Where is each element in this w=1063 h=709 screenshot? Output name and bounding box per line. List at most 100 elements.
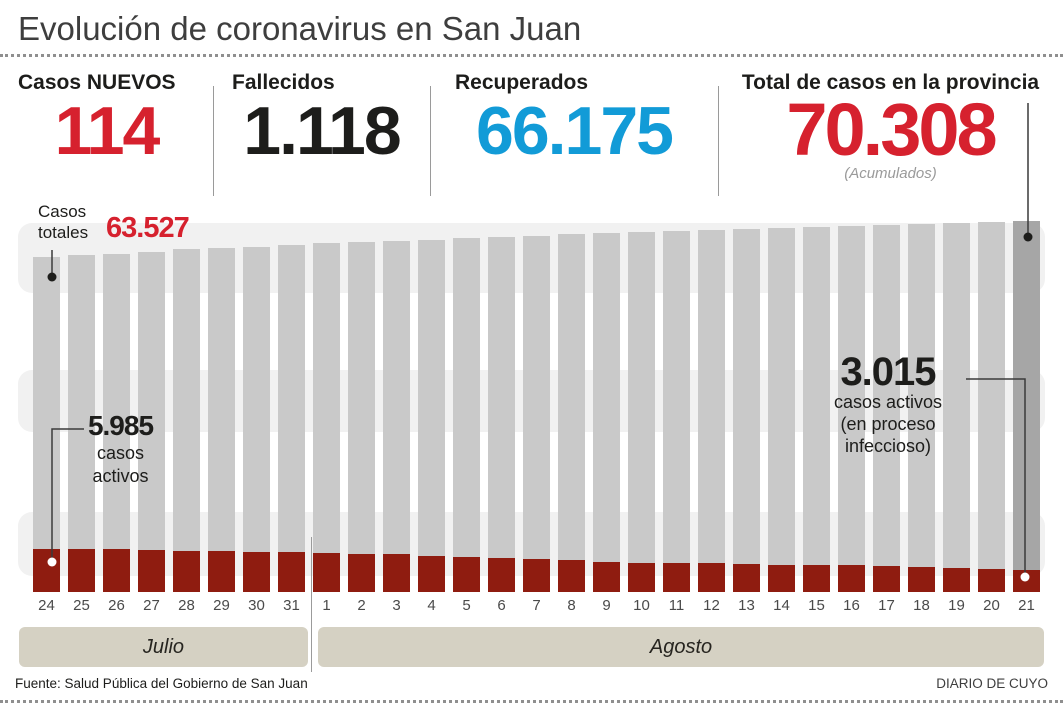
axis-tick: 20 bbox=[983, 597, 1000, 614]
source-credit: Fuente: Salud Pública del Gobierno de Sa… bbox=[15, 676, 308, 691]
axis-tick: 9 bbox=[602, 597, 611, 614]
annotation-last-active-line2: (en proceso bbox=[840, 413, 936, 434]
chart-bar-active bbox=[68, 549, 95, 592]
chart-bar bbox=[453, 238, 480, 592]
stats-divider bbox=[213, 86, 214, 196]
stat-label: Casos NUEVOS bbox=[18, 71, 176, 94]
chart-bar bbox=[278, 245, 305, 592]
chart-bar-active bbox=[523, 559, 550, 592]
annotation-last-active-line1: casos activos bbox=[833, 392, 943, 412]
chart-bar bbox=[488, 237, 515, 592]
chart-bar-active bbox=[313, 553, 340, 592]
chart-bar-active bbox=[278, 552, 305, 592]
month-band-agosto: Agosto bbox=[318, 627, 1044, 667]
chart-bar bbox=[768, 228, 795, 592]
axis-tick: 18 bbox=[913, 597, 930, 614]
axis-tick: 29 bbox=[213, 597, 230, 614]
chart-bar-active bbox=[383, 554, 410, 592]
axis-tick: 16 bbox=[843, 597, 860, 614]
axis-tick: 10 bbox=[633, 597, 650, 614]
dotted-divider-bottom bbox=[0, 700, 1063, 703]
axis-tick: 6 bbox=[497, 597, 506, 614]
annotation-last-active: 3.015 casos activos (en proceso infeccio… bbox=[798, 352, 978, 458]
stat-value: 1.118 bbox=[243, 93, 401, 169]
chart-bar-active bbox=[103, 549, 130, 592]
stat-value: 70.308 bbox=[786, 88, 997, 171]
stat-value: 114 bbox=[54, 93, 161, 169]
chart-bar bbox=[103, 254, 130, 592]
chart-bar bbox=[593, 233, 620, 592]
axis-tick: 15 bbox=[808, 597, 825, 614]
annotation-last-active-line3: infeccioso) bbox=[844, 435, 932, 456]
axis-tick: 25 bbox=[73, 597, 90, 614]
dotted-divider-top bbox=[0, 54, 1063, 57]
chart-bar bbox=[803, 227, 830, 592]
chart-bar bbox=[33, 256, 60, 592]
chart-bar bbox=[348, 242, 375, 592]
axis-tick: 30 bbox=[248, 597, 265, 614]
stat-label: Total de casos en la provincia bbox=[741, 71, 1040, 94]
axis-tick: 31 bbox=[283, 597, 300, 614]
month-band-julio: Julio bbox=[19, 627, 308, 667]
chart-bar-active bbox=[1013, 570, 1040, 592]
stats-row: Casos NUEVOS 114 Fallecidos 1.118 Recupe… bbox=[0, 60, 1063, 196]
chart-bar bbox=[208, 248, 235, 592]
chart-bar-active bbox=[768, 565, 795, 592]
chart-bar bbox=[943, 223, 970, 592]
axis-tick: 11 bbox=[668, 597, 685, 614]
annotation-first-active: 5.985 casos activos bbox=[58, 410, 183, 487]
chart-bar bbox=[523, 236, 550, 592]
chart-bar bbox=[138, 252, 165, 592]
annotation-first-active-value: 5.985 bbox=[87, 410, 154, 441]
chart-bar-active bbox=[733, 564, 760, 592]
axis-tick: 17 bbox=[878, 597, 895, 614]
axis-tick: 14 bbox=[773, 597, 790, 614]
chart-bar bbox=[383, 241, 410, 592]
stat-label: Recuperados bbox=[455, 71, 589, 94]
chart-bar bbox=[663, 231, 690, 592]
chart-bar-active bbox=[488, 558, 515, 592]
annotation-first-active-line2: activos bbox=[92, 465, 149, 486]
chart-bar-active bbox=[908, 567, 935, 592]
annotation-casos-totales-label: Casos totales bbox=[38, 202, 89, 243]
page-title: Evolución de coronavirus en San Juan bbox=[18, 10, 582, 47]
stat-label: Fallecidos bbox=[232, 71, 335, 94]
chart-bar-active bbox=[593, 562, 620, 592]
chart-bar-active bbox=[698, 563, 725, 592]
stat-casos-nuevos: Casos NUEVOS 114 bbox=[0, 60, 213, 195]
chart-bar bbox=[838, 226, 865, 592]
chart-bar-active bbox=[243, 552, 270, 592]
chart-bar bbox=[908, 224, 935, 592]
x-axis: 24 25 26 27 28 29 30 31 1 2 3 4 5 6 7 8 9 10 11 12 13 14 15 16 1… bbox=[33, 597, 1040, 614]
axis-tick: 28 bbox=[178, 597, 195, 614]
chart-bar-active bbox=[978, 569, 1005, 592]
axis-tick: 26 bbox=[108, 597, 125, 614]
chart-bar bbox=[698, 230, 725, 592]
chart-bar-active bbox=[558, 560, 585, 592]
stat-value: 66.175 bbox=[476, 93, 674, 169]
chart-bar bbox=[313, 243, 340, 592]
chart-bar bbox=[733, 229, 760, 592]
brand-name: DIARIO DE CUYO bbox=[936, 676, 1048, 691]
chart-bar-active bbox=[453, 557, 480, 592]
chart-bar-active bbox=[348, 554, 375, 592]
chart-bar bbox=[978, 222, 1005, 592]
chart-bar-active bbox=[138, 550, 165, 592]
chart-bar bbox=[873, 225, 900, 592]
chart-bar bbox=[628, 232, 655, 592]
chart-bar-active bbox=[418, 556, 445, 592]
chart-bar bbox=[173, 249, 200, 592]
axis-tick: 8 bbox=[567, 597, 576, 614]
axis-tick: 19 bbox=[948, 597, 965, 614]
axis-tick: 3 bbox=[392, 597, 401, 614]
chart-bar-active bbox=[838, 565, 865, 592]
chart-bar-active bbox=[208, 551, 235, 592]
axis-tick: 5 bbox=[462, 597, 471, 614]
chart-bar-active bbox=[33, 549, 60, 592]
axis-tick: 24 bbox=[38, 597, 55, 614]
chart-bar bbox=[243, 247, 270, 592]
axis-tick: 13 bbox=[738, 597, 755, 614]
chart-bar-active bbox=[873, 566, 900, 592]
stat-recuperados: Recuperados 66.175 bbox=[430, 60, 718, 195]
